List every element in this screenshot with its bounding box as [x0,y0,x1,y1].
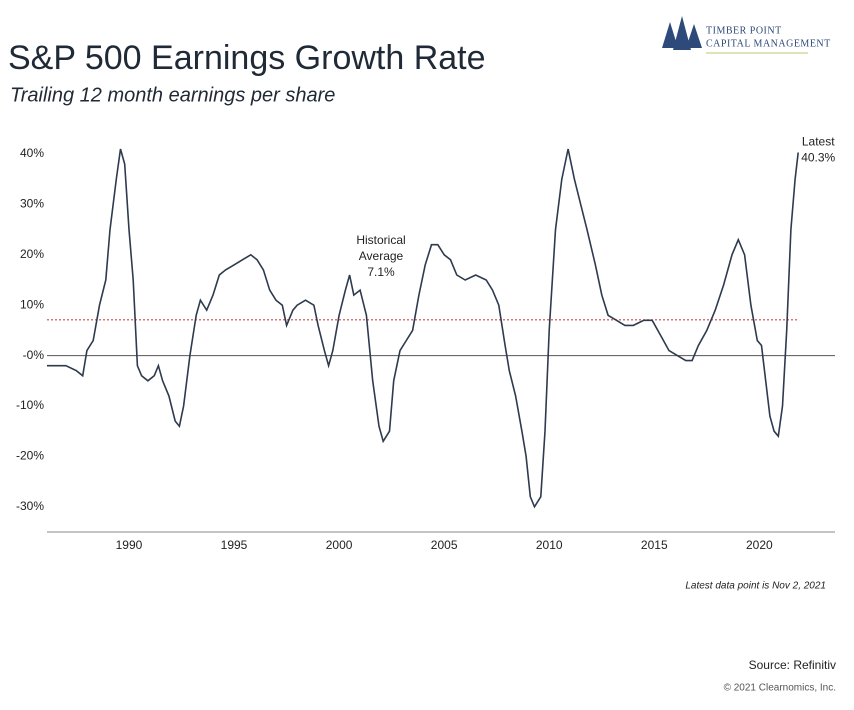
y-tick-label: -20% [16,449,44,463]
data-line [47,148,799,509]
x-tick-label: 2000 [326,538,353,552]
x-tick-label: 2005 [431,538,458,552]
logo-line2: Capital Management [706,38,831,49]
y-tick-label: 20% [20,247,44,261]
chart-subtitle: Trailing 12 month earnings per share [10,84,335,106]
average-label: Historical [356,233,405,247]
chart-title: S&P 500 Earnings Growth Rate [8,39,486,77]
x-tick-label: 1990 [116,538,143,552]
y-tick-label: -10% [16,398,44,412]
latest-label: Latest [802,135,835,149]
y-tick-label: -0% [23,348,45,362]
x-tick-label: 1995 [221,538,248,552]
logo-tree [662,22,678,48]
average-value-label: 7.1% [367,265,395,279]
average-label: Average [359,249,404,263]
source: Source: Refinitiv [749,658,836,672]
x-tick-label: 2015 [641,538,668,552]
logo: Timber Point Capital Management [662,16,831,54]
y-tick-label: 10% [20,297,44,311]
x-tick-label: 2010 [536,538,563,552]
note: Latest data point is Nov 2, 2021 [685,581,826,592]
logo-line1: Timber Point [706,25,782,36]
x-tick-label: 2020 [746,538,773,552]
latest-value-label: 40.3% [801,151,835,165]
y-tick-label: -30% [16,499,44,513]
logo-tree [686,24,702,48]
logo-tree [673,16,691,50]
copyright: © 2021 Clearnomics, Inc. [724,683,836,694]
y-tick-label: 30% [20,197,44,211]
y-tick-label: 40% [20,146,44,160]
